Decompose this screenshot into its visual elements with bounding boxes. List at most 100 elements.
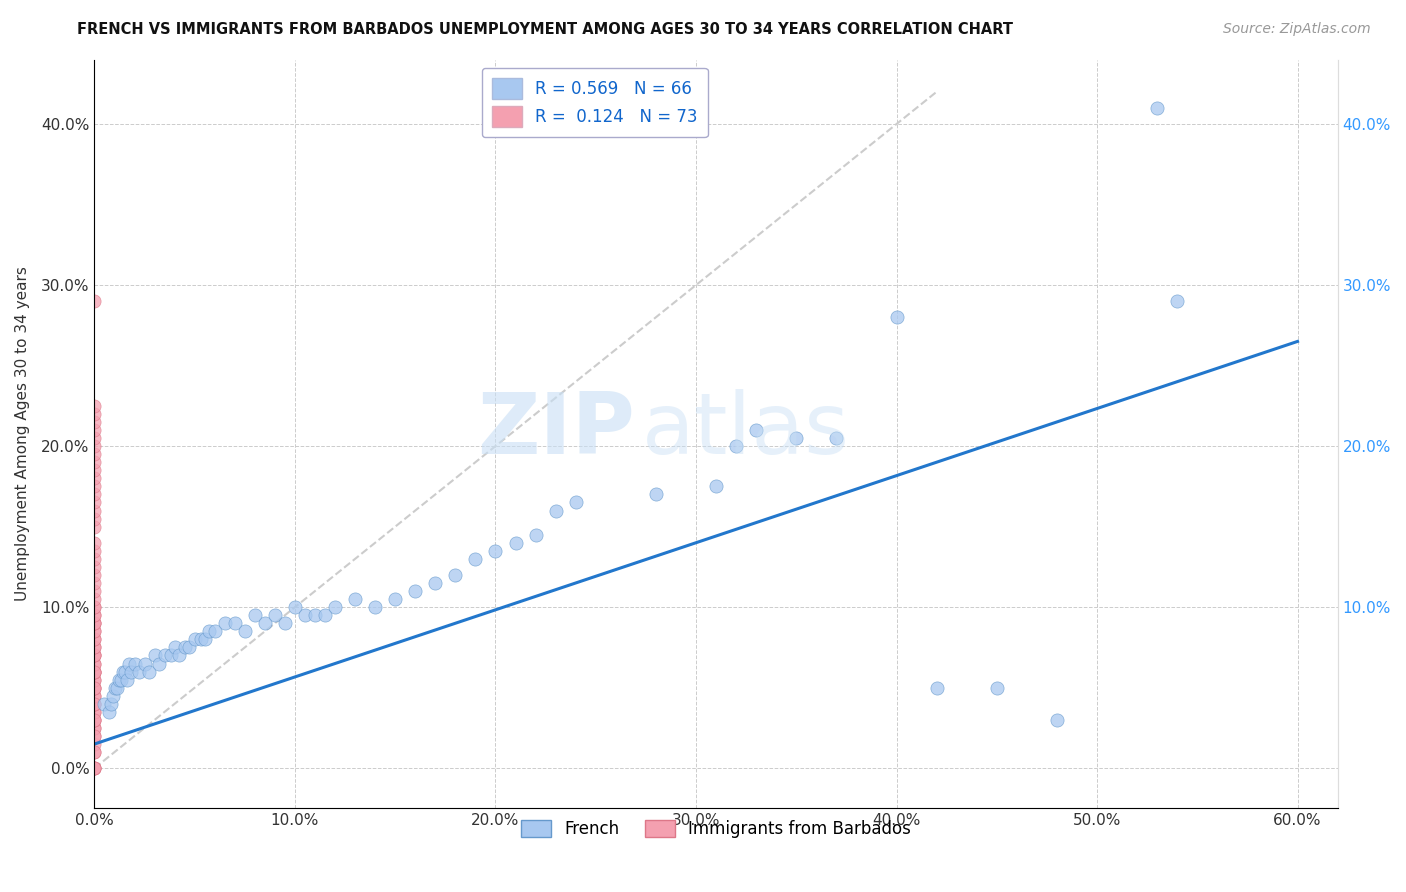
Point [83,519,105,533]
Point [524,527,547,541]
Point [138,665,160,679]
Point [83,697,105,711]
Point [344,592,367,607]
Point [925,681,948,695]
Point [83,713,105,727]
Point [110,673,132,687]
Point [83,640,105,655]
Point [83,681,105,695]
Point [886,310,908,325]
Point [177,640,200,655]
Point [83,673,105,687]
Point [115,673,138,687]
Point [83,761,105,775]
Point [484,543,506,558]
Point [83,608,105,623]
Point [83,592,105,607]
Point [83,632,105,647]
Point [107,673,129,687]
Point [83,407,105,421]
Point [124,657,146,671]
Point [83,737,105,751]
Point [425,576,447,591]
Point [233,624,256,639]
Point [243,608,266,623]
Point [83,479,105,493]
Point [83,648,105,663]
Point [83,673,105,687]
Point [83,689,105,703]
Point [83,681,105,695]
Point [83,560,105,574]
Point [986,681,1008,695]
Point [83,729,105,743]
Point [83,713,105,727]
Point [1146,101,1168,115]
Text: atlas: atlas [641,389,849,472]
Point [464,551,486,566]
Point [111,665,134,679]
Point [505,535,527,549]
Point [83,471,105,485]
Point [83,665,105,679]
Point [745,423,768,437]
Point [117,657,139,671]
Point [83,697,105,711]
Point [284,600,307,615]
Point [83,761,105,775]
Point [264,608,287,623]
Point [83,761,105,775]
Point [83,423,105,437]
Point [103,681,125,695]
Point [83,624,105,639]
Point [274,616,297,631]
Point [148,657,170,671]
Point [83,705,105,719]
Point [83,721,105,735]
Point [83,745,105,759]
Point [93,697,115,711]
Point [83,657,105,671]
Point [725,439,748,453]
Point [83,681,105,695]
Point [120,665,142,679]
Point [83,665,105,679]
Point [83,648,105,663]
Legend: French, Immigrants from Barbados: French, Immigrants from Barbados [515,814,918,845]
Point [83,616,105,631]
Point [83,551,105,566]
Point [194,632,217,647]
Point [83,487,105,501]
Point [304,608,326,623]
Point [197,624,219,639]
Point [83,431,105,445]
Text: FRENCH VS IMMIGRANTS FROM BARBADOS UNEMPLOYMENT AMONG AGES 30 TO 34 YEARS CORREL: FRENCH VS IMMIGRANTS FROM BARBADOS UNEMP… [77,22,1014,37]
Point [83,616,105,631]
Point [183,632,205,647]
Point [83,632,105,647]
Point [83,608,105,623]
Point [83,665,105,679]
Point [128,665,150,679]
Point [153,648,176,663]
Point [83,713,105,727]
Point [190,632,212,647]
Point [83,511,105,525]
Point [1046,713,1069,727]
Point [224,616,246,631]
Point [544,503,567,517]
Point [204,624,226,639]
Point [83,439,105,453]
Point [83,503,105,517]
Point [83,761,105,775]
Point [159,648,181,663]
Point [214,616,236,631]
Point [83,584,105,599]
Point [134,657,156,671]
Point [83,729,105,743]
Point [645,487,668,501]
Point [105,681,128,695]
Point [83,576,105,591]
Point [143,648,166,663]
Point [83,648,105,663]
